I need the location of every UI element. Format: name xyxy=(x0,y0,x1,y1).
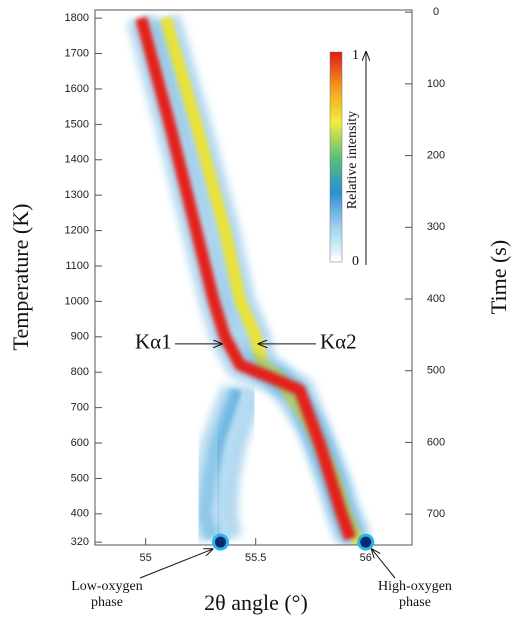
y2-tick-label: 600 xyxy=(427,436,445,448)
colorbar xyxy=(329,51,343,263)
y-tick-label: 1700 xyxy=(65,47,89,59)
y2-tick-label: 400 xyxy=(427,293,445,305)
x-tick-label: 56 xyxy=(360,552,372,564)
plot-frame xyxy=(94,9,413,546)
annotation: Kα2 xyxy=(320,330,357,354)
marker-label: Low-oxygen xyxy=(71,579,143,594)
colorbar-tick: 0 xyxy=(352,254,359,269)
y-tick-label: 600 xyxy=(71,437,89,449)
x-tick-label: 55.5 xyxy=(245,552,266,564)
y-tick-label: 1300 xyxy=(65,189,89,201)
y-tick-label: 1200 xyxy=(65,224,89,236)
y2-tick-label: 100 xyxy=(427,78,445,90)
y-tick-label: 400 xyxy=(71,508,89,520)
phase-marker xyxy=(211,533,229,551)
y-tick-label: 900 xyxy=(71,331,89,343)
y2-tick-label: 0 xyxy=(433,6,439,18)
colorbar-tick: 1 xyxy=(352,48,359,63)
annotation: Kα1 xyxy=(135,330,172,354)
x-axis-label: 2θ angle (°) xyxy=(204,590,308,615)
y-tick-label: 500 xyxy=(71,472,89,484)
y-tick-label: 1800 xyxy=(65,12,89,24)
marker-arrow xyxy=(372,549,396,579)
y-axis-label: Temperature (K) xyxy=(8,204,33,351)
y2-tick-label: 300 xyxy=(427,221,445,233)
marker-label: phase xyxy=(91,595,123,610)
marker-label: phase xyxy=(399,595,431,610)
colorbar-label: Relative intensity xyxy=(345,111,360,209)
y-tick-label: 1100 xyxy=(65,260,89,272)
y-tick-label: 1600 xyxy=(65,83,89,95)
y2-axis-label: Time (s) xyxy=(486,240,511,314)
y2-tick-label: 200 xyxy=(427,149,445,161)
y-tick-label: 1000 xyxy=(65,295,89,307)
marker-label: High-oxygen xyxy=(378,579,452,594)
band-core xyxy=(216,388,255,540)
x-tick-label: 55 xyxy=(140,552,152,564)
y-tick-label: 320 xyxy=(71,536,89,548)
y-tick-label: 800 xyxy=(71,366,89,378)
y2-tick-label: 700 xyxy=(427,508,445,520)
y-tick-label: 1500 xyxy=(65,118,89,130)
marker-arrow xyxy=(139,549,212,579)
plot-area xyxy=(126,13,372,545)
phase-marker xyxy=(357,533,375,551)
y-tick-label: 1400 xyxy=(65,154,89,166)
y2-tick-label: 500 xyxy=(427,365,445,377)
y-tick-label: 700 xyxy=(71,402,89,414)
band-core xyxy=(135,16,357,541)
